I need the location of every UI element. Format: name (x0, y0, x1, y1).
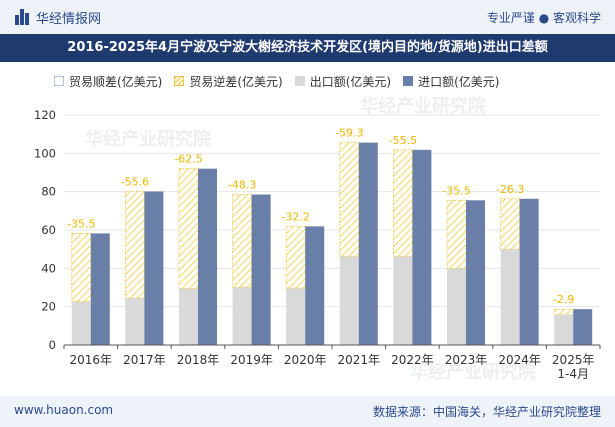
footer: www.huaon.com 数据来源：中国海关，华经产业研究院整理 (0, 396, 615, 427)
deficit-data-label: -35.5 (442, 184, 470, 197)
export-bar (232, 287, 252, 345)
y-tick-label: 60 (41, 223, 56, 237)
legend-item-import[interactable]: 进口额(亿美元) (403, 73, 500, 90)
import-bar (144, 191, 164, 345)
y-tick-label: 80 (41, 185, 56, 199)
export-bar (500, 249, 520, 345)
watermark: 华经产业研究院 (85, 129, 211, 150)
deficit-data-label: -35.5 (67, 217, 95, 230)
legend-label-export: 出口额(亿美元) (309, 74, 392, 89)
deficit-bar (392, 149, 413, 257)
x-tick-label-line: 2021年 (338, 353, 381, 367)
x-tick-label-line: 1-4月 (557, 367, 589, 381)
export-bar (71, 301, 91, 345)
legend-item-surplus[interactable]: 贸易顺差(亿美元) (54, 73, 162, 90)
x-tick-label: 2019年 (230, 353, 273, 367)
x-tick-label: 2016年 (70, 353, 113, 367)
x-tick-label-line: 2023年 (445, 353, 488, 367)
watermark: 华经产业研究院 (360, 96, 486, 117)
import-bar (573, 309, 593, 345)
deficit-bar (285, 225, 306, 289)
deficit-bar (232, 194, 253, 288)
x-tick-label-line: 2019年 (230, 353, 273, 367)
export-bar (339, 256, 359, 345)
bar-chart: -35.5 -55.6 -62.5 -48.3 -32.2 -59.3 -55.5 -35.5… (34, 108, 601, 381)
import-bar (90, 233, 110, 345)
export-bar (179, 288, 198, 345)
import-bar (519, 198, 539, 345)
export-bar (554, 314, 574, 345)
x-tick-label: 2024年 (498, 353, 541, 367)
y-tick-label: 120 (34, 108, 56, 122)
brand[interactable]: 华经情报网 (14, 8, 102, 27)
x-tick-label-line: 2020年 (284, 353, 327, 367)
x-tick-label: 2018年 (177, 353, 220, 367)
import-bar (198, 168, 217, 345)
deficit-data-label: -59.3 (335, 127, 363, 140)
title-bar: 2016-2025年4月宁波及宁波大榭经济技术开发区(境内目的地/货源地)进出口… (0, 34, 615, 62)
x-tick-label-line: 2025年 (552, 353, 595, 367)
legend-label-surplus: 贸易顺差(亿美元) (69, 74, 163, 89)
legend-swatch-export (294, 76, 305, 86)
y-tick-label: 20 (41, 300, 56, 314)
x-tick-label: 2023年 (445, 353, 488, 367)
deficit-data-label: -26.3 (496, 183, 524, 196)
import-bar (466, 200, 485, 345)
x-tick-label: 2020年 (284, 353, 327, 367)
website-link[interactable]: www.huaon.com (14, 403, 114, 417)
brand-logo-icon (14, 9, 30, 25)
deficit-bar (178, 168, 199, 289)
x-tick-label-line: 2022年 (391, 353, 434, 367)
deficit-data-label: -55.5 (389, 134, 417, 147)
chart-legend: 贸易顺差(亿美元) 贸易逆差(亿美元) 出口额(亿美元) 进口额(亿美元) (54, 72, 500, 90)
x-tick-label: 2021年 (338, 353, 381, 367)
legend-label-deficit: 贸易逆差(亿美元) (189, 74, 283, 89)
deficit-data-label: -48.3 (228, 179, 256, 192)
chart-title: 2016-2025年4月宁波及宁波大榭经济技术开发区(境内目的地/货源地)进出口… (67, 40, 548, 55)
legend-swatch-import (403, 76, 414, 86)
x-tick-label: 2025年 1-4月 (552, 353, 595, 381)
deficit-bar (500, 198, 521, 250)
x-tick-label-line: 2024年 (498, 353, 541, 367)
deficit-bar (125, 191, 145, 299)
y-tick-label: 40 (41, 261, 56, 275)
deficit-data-label: -55.6 (121, 175, 149, 188)
x-tick-label-line: 2017年 (123, 353, 166, 367)
watermark: 华经产业研究院 (410, 362, 536, 383)
x-tick-label: 2017年 (123, 353, 166, 367)
y-tick-label: 100 (34, 146, 56, 160)
tagline: 专业严谨 ● 客观科学 (486, 11, 601, 25)
x-tick-label: 2022年 (391, 353, 434, 367)
import-bar (412, 149, 432, 345)
deficit-data-label: -62.5 (174, 153, 202, 166)
legend-item-export[interactable]: 出口额(亿美元) (294, 73, 392, 90)
export-bar (125, 298, 145, 345)
deficit-bar (553, 308, 574, 316)
import-bar (358, 142, 378, 345)
deficit-data-label: -32.2 (281, 210, 309, 223)
deficit-bar (71, 233, 92, 302)
import-bar (251, 194, 271, 345)
import-bar (305, 226, 325, 345)
export-bar (286, 288, 306, 345)
data-source: 数据来源：中国海关，华经产业研究院整理 (372, 405, 601, 419)
x-tick-label-line: 2018年 (177, 353, 220, 367)
x-tick-label-line: 2016年 (70, 353, 113, 367)
legend-swatch-deficit (174, 76, 185, 86)
y-tick-label: 0 (49, 338, 56, 352)
deficit-bar (446, 199, 467, 269)
top-bar: 华经情报网 专业严谨 ● 客观科学 (0, 0, 615, 34)
deficit-data-label: -2.9 (553, 293, 574, 306)
export-bar (393, 256, 413, 345)
export-bar (447, 268, 466, 345)
deficit-bar (339, 142, 360, 257)
legend-item-deficit[interactable]: 贸易逆差(亿美元) (174, 73, 283, 90)
legend-swatch-surplus (54, 76, 64, 86)
legend-label-import: 进口额(亿美元) (418, 74, 500, 89)
brand-name: 华经情报网 (36, 11, 102, 27)
